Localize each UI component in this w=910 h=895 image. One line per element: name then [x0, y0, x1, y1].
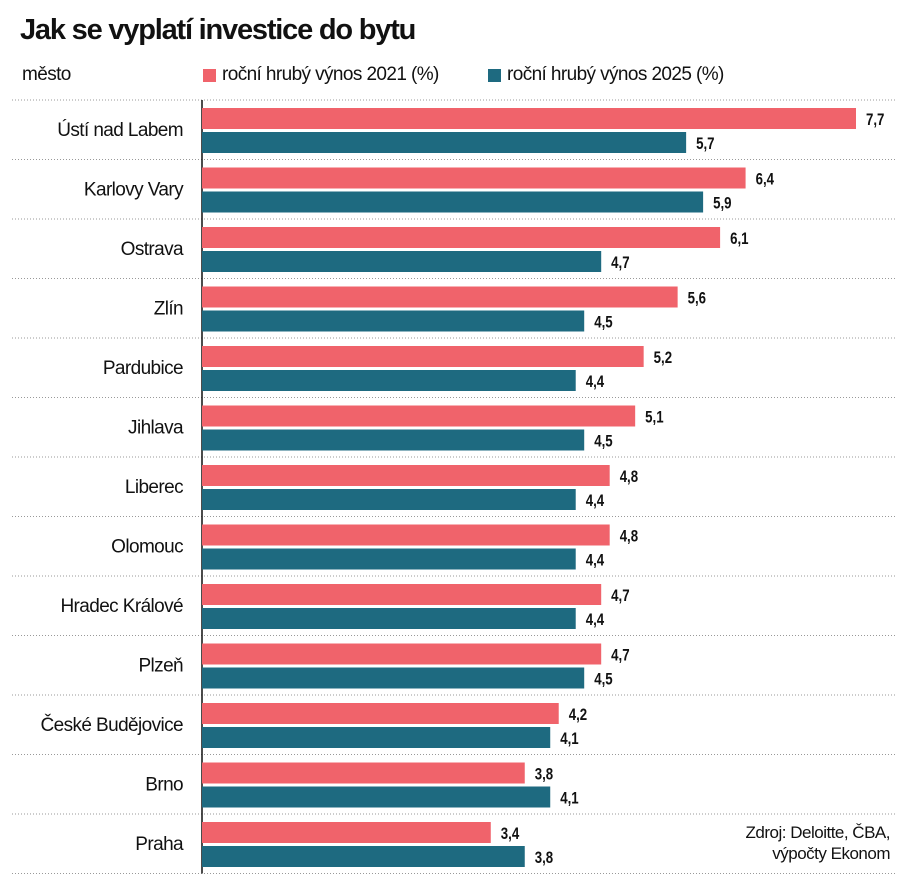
data-label: 4,7	[611, 646, 629, 665]
legend-swatch-2025	[488, 68, 501, 82]
bar-2021	[202, 643, 602, 665]
bar-2021	[202, 822, 491, 843]
data-label: 4,5	[594, 670, 613, 689]
category-header: město	[22, 64, 71, 85]
category-label: Karlovy Vary	[84, 180, 184, 201]
category-label: Jihlava	[128, 418, 184, 439]
bar-2025	[202, 667, 585, 689]
source-line-1: Zdroj: Deloitte, ČBA,	[745, 823, 891, 842]
data-label: 4,4	[586, 551, 605, 570]
bar-2025	[202, 846, 525, 867]
bar-2021	[202, 346, 644, 367]
category-label: Plzeň	[138, 656, 183, 677]
category-label: Brno	[145, 775, 183, 796]
data-label: 4,8	[620, 527, 638, 546]
category-label: Zlín	[154, 299, 183, 320]
bar-2025	[202, 132, 687, 153]
data-label: 5,7	[696, 135, 714, 154]
bar-2021	[202, 762, 525, 784]
bar-2025	[202, 489, 576, 510]
data-label: 4,8	[620, 468, 638, 487]
bar-2025	[202, 310, 585, 332]
data-label: 4,5	[594, 313, 613, 332]
bar-2021	[202, 405, 636, 427]
legend-item-2025: roční hrubý výnos 2025 (%)	[488, 64, 724, 86]
data-label: 4,4	[586, 373, 605, 392]
data-label: 4,1	[560, 730, 579, 749]
legend-item-2021: roční hrubý výnos 2021 (%)	[203, 64, 439, 86]
bar-2025	[202, 786, 551, 808]
bar-2025	[202, 429, 585, 451]
data-label: 7,7	[866, 111, 884, 130]
legend-label-2025: roční hrubý výnos 2025 (%)	[507, 64, 724, 85]
data-label: 4,1	[560, 789, 579, 808]
data-label: 3,8	[535, 765, 553, 784]
source-note: Zdroj: Deloitte, ČBA, výpočty Ekonom	[745, 822, 891, 864]
data-label: 3,4	[501, 825, 520, 844]
bar-2021	[202, 524, 610, 546]
data-label: 4,4	[586, 611, 605, 630]
category-label: Ostrava	[121, 239, 184, 260]
bar-2025	[202, 251, 602, 272]
bar-2025	[202, 727, 551, 748]
data-label: 4,4	[586, 492, 605, 511]
data-label: 6,1	[730, 230, 749, 249]
legend-label-2021: roční hrubý výnos 2021 (%)	[222, 64, 439, 85]
bar-2021	[202, 108, 856, 129]
bar-2025	[202, 548, 576, 570]
category-label: Praha	[135, 834, 184, 855]
category-label: Pardubice	[103, 358, 183, 379]
bar-2025	[202, 191, 704, 213]
data-label: 5,2	[654, 349, 672, 368]
bar-2021	[202, 227, 721, 248]
data-label: 5,9	[713, 194, 731, 213]
data-label: 3,8	[535, 849, 553, 868]
data-label: 4,2	[569, 706, 587, 725]
legend-swatch-2021	[203, 68, 216, 82]
bar-2021	[202, 703, 559, 724]
bar-2021	[202, 286, 678, 308]
bar-2021	[202, 465, 610, 486]
category-label: České Budějovice	[41, 714, 184, 736]
data-label: 4,7	[611, 254, 629, 273]
data-label: 5,1	[645, 408, 664, 427]
category-label: Hradec Králové	[60, 596, 183, 617]
chart-title: Jak se vyplatí investice do bytu	[20, 14, 416, 46]
bar-2025	[202, 608, 576, 629]
data-label: 6,4	[756, 170, 775, 189]
bar-2025	[202, 370, 576, 391]
bar-2021	[202, 584, 602, 605]
source-line-2: výpočty Ekonom	[772, 844, 890, 863]
data-label: 5,6	[688, 289, 706, 308]
category-label: Olomouc	[111, 537, 183, 558]
data-label: 4,5	[594, 432, 613, 451]
category-label: Ústí nad Labem	[57, 119, 183, 141]
data-label: 4,7	[611, 587, 629, 606]
category-label: Liberec	[125, 477, 183, 498]
bar-2021	[202, 167, 746, 189]
